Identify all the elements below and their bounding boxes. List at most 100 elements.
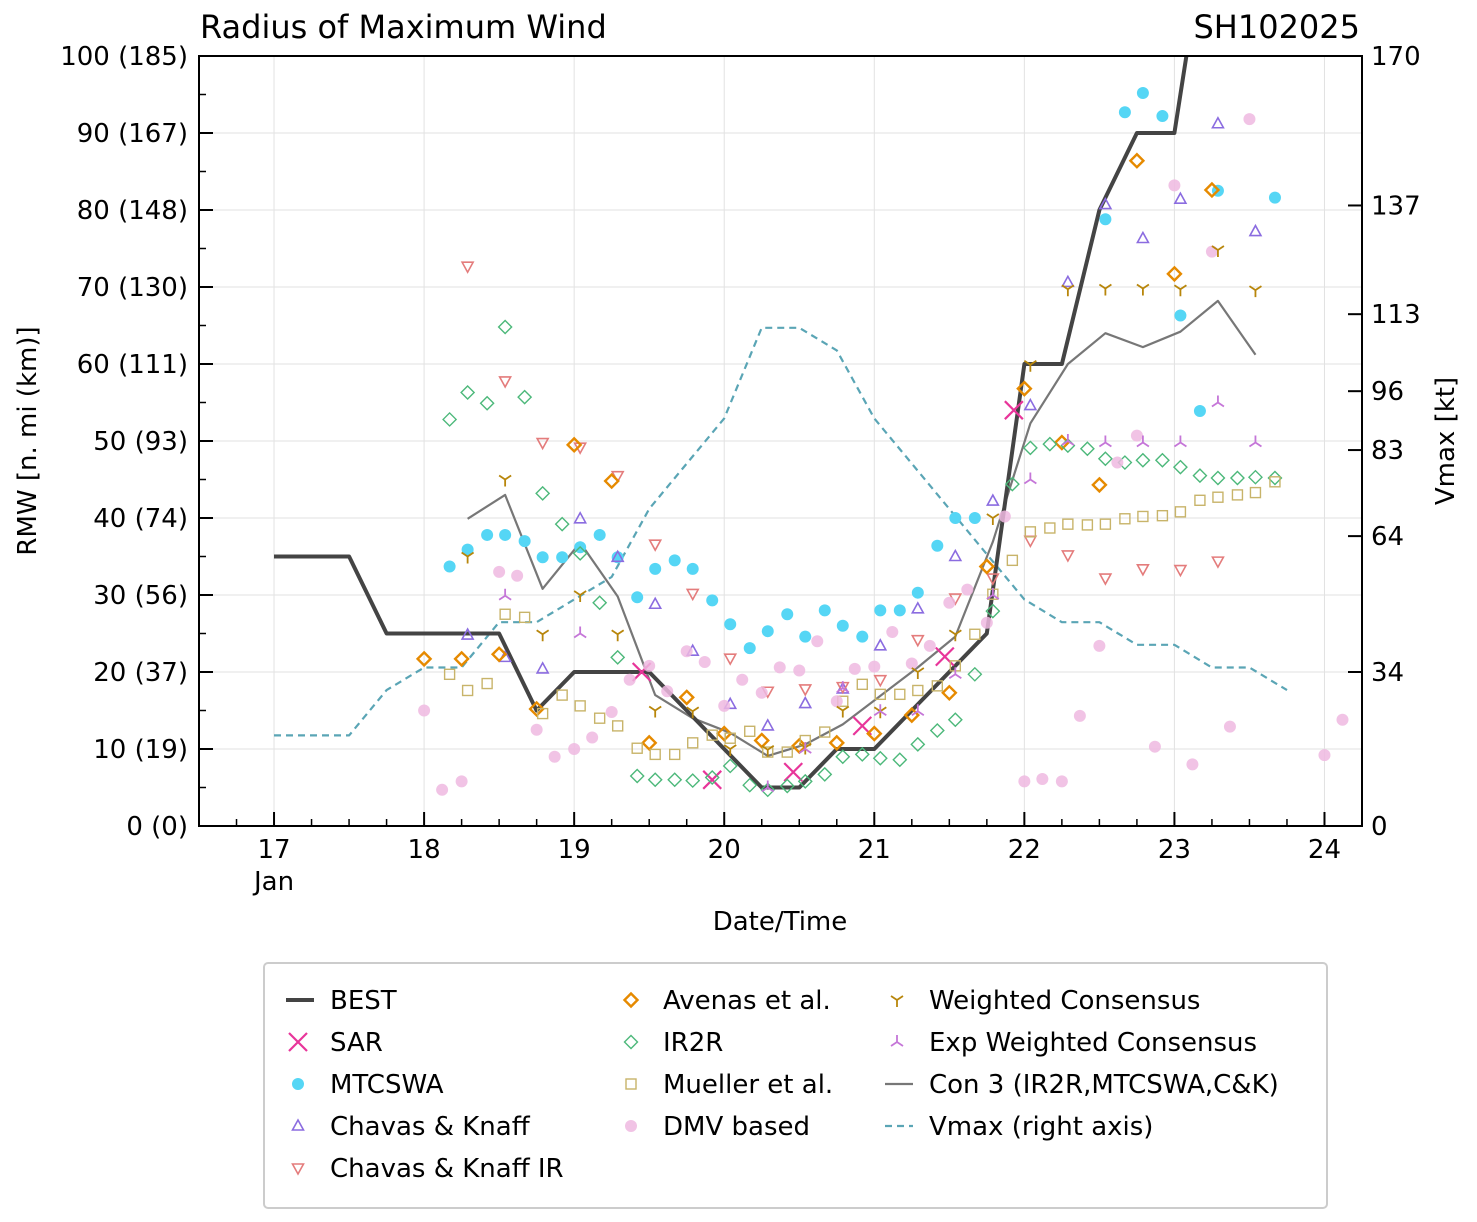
y-right-tick-label: 170	[1371, 42, 1421, 72]
point-weighted-consensus	[873, 706, 887, 719]
series-avenas-et-al	[415, 152, 1221, 755]
point-mtcswa	[799, 630, 812, 643]
point-avenas-et-al	[1203, 181, 1221, 199]
point-mueller-et-al	[1062, 518, 1074, 530]
series-chavas-knaff-ir	[460, 261, 1225, 699]
point-mtcswa	[481, 528, 494, 541]
point-dmv-based	[755, 686, 768, 699]
legend-marker-exp-weighted-consensus	[890, 1035, 904, 1047]
point-dmv-based	[848, 662, 861, 675]
point-dmv-based	[643, 659, 656, 672]
series-best	[274, 56, 1189, 790]
point-avenas-et-al	[941, 684, 958, 701]
point-avenas-et-al	[866, 725, 883, 742]
point-exp-weighted-consensus	[1061, 434, 1075, 446]
point-mtcswa	[631, 591, 644, 604]
point-dmv-based	[1223, 720, 1236, 733]
point-ir2r	[647, 772, 663, 788]
point-dmv-based	[1093, 639, 1106, 652]
point-mueller-et-al	[1024, 526, 1037, 538]
point-ir2r	[442, 411, 458, 427]
point-avenas-et-al	[1166, 265, 1183, 283]
series-dmv-based	[418, 113, 1349, 796]
point-exp-weighted-consensus	[836, 681, 850, 693]
point-chavas-knaff-ir	[910, 634, 925, 648]
y-right-tick-label: 83	[1371, 436, 1404, 466]
x-tick-label: 19	[558, 835, 591, 865]
point-mueller-et-al	[744, 725, 756, 737]
x-tick-label: 22	[1008, 835, 1041, 865]
point-dmv-based	[998, 510, 1011, 523]
point-dmv-based	[586, 731, 599, 744]
point-mtcswa	[761, 625, 774, 638]
point-chavas-knaff-ir	[1098, 573, 1113, 586]
series-vmax-right-axis	[274, 326, 1288, 737]
point-avenas-et-al	[716, 725, 733, 742]
point-ir2r	[779, 778, 795, 794]
point-mtcswa	[611, 551, 624, 564]
legend-marker-weighted-consensus	[890, 995, 904, 1007]
y-tick-label: 90 (167)	[77, 119, 188, 149]
point-mueller-et-al	[1119, 513, 1131, 525]
legend-swatch-mtcswa	[292, 1078, 304, 1090]
y-right-tick-label: 113	[1371, 300, 1421, 330]
point-mueller-et-al	[593, 712, 606, 724]
point-ir2r	[704, 770, 720, 785]
point-exp-weighted-consensus	[948, 667, 962, 680]
legend-box	[263, 962, 1328, 1209]
point-chavas-knaff-ir	[1023, 535, 1038, 548]
point-avenas-et-al	[453, 650, 470, 668]
legend-label-mueller-et-al: Mueller et al.	[663, 1070, 833, 1100]
point-mueller-et-al	[1081, 519, 1094, 531]
point-exp-weighted-consensus	[1136, 435, 1150, 448]
point-chavas-knaff	[948, 548, 963, 562]
point-exp-weighted-consensus	[911, 704, 925, 717]
point-chavas-knaff	[985, 493, 1000, 506]
point-ir2r	[929, 723, 945, 739]
point-ir2r	[817, 766, 833, 782]
point-mueller-et-al	[461, 684, 474, 697]
point-chavas-knaff	[535, 661, 550, 674]
point-avenas-et-al	[640, 734, 658, 752]
point-ir2r	[497, 319, 513, 335]
point-mtcswa	[668, 554, 681, 567]
point-mtcswa	[949, 512, 962, 524]
point-mueller-et-al	[1137, 510, 1149, 523]
point-ir2r	[592, 595, 608, 611]
point-chavas-knaff-ir	[1136, 564, 1150, 577]
point-ir2r	[967, 666, 983, 682]
point-dmv-based	[1243, 113, 1256, 126]
point-ir2r	[572, 545, 588, 561]
point-avenas-et-al	[828, 734, 845, 752]
point-chavas-knaff-ir	[985, 573, 1000, 586]
series-exp-weighted-consensus	[498, 395, 1262, 793]
legend-swatch-dmv-based	[625, 1120, 637, 1132]
point-avenas-et-al	[490, 646, 508, 663]
x-tick-label: 20	[708, 835, 741, 865]
point-ir2r	[460, 385, 476, 400]
legend-swatch-weighted-consensus	[890, 995, 904, 1007]
point-dmv-based	[1018, 775, 1031, 788]
legend-label-best: BEST	[330, 986, 397, 1016]
point-exp-weighted-consensus	[798, 742, 812, 754]
point-mueller-et-al	[1212, 491, 1224, 503]
point-mtcswa	[706, 594, 719, 607]
legend-label-con-3-ir2r-mtcswa-c-k: Con 3 (IR2R,MTCSWA,C&K)	[929, 1070, 1279, 1100]
point-dmv-based	[830, 695, 843, 708]
point-ir2r	[947, 712, 963, 728]
point-ir2r	[797, 773, 813, 789]
point-sar	[1004, 400, 1024, 420]
y-tick-label: 40 (74)	[93, 504, 188, 534]
point-mueller-et-al	[912, 684, 924, 697]
x-tick-label: 17	[257, 835, 290, 865]
legend-marker-mueller-et-al	[625, 1078, 637, 1090]
x-tick-label: 23	[1158, 835, 1191, 865]
point-exp-weighted-consensus	[761, 780, 775, 793]
point-ir2r	[1229, 470, 1245, 486]
point-exp-weighted-consensus	[873, 704, 887, 717]
point-ir2r	[1042, 436, 1058, 452]
legend: BEST SAR MTCSWA Chavas & Knaff Chavas & Knaf…	[263, 962, 1328, 1209]
point-mueller-et-al	[536, 707, 549, 720]
point-avenas-et-al	[678, 689, 695, 706]
x-tick-label: 21	[858, 835, 891, 865]
